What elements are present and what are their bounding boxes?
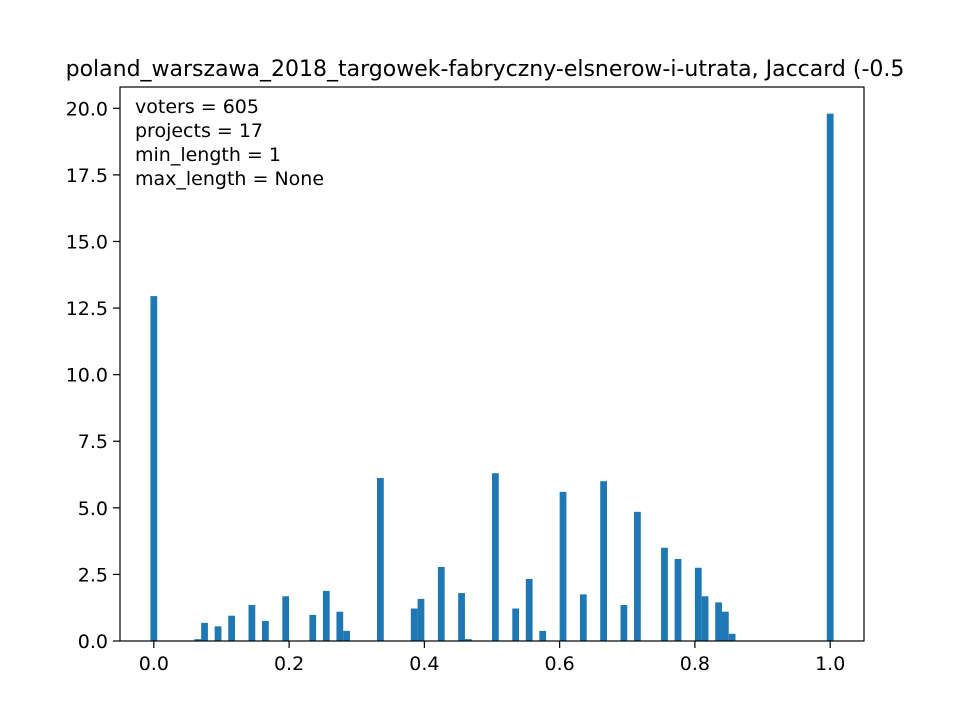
histogram-bar <box>525 578 533 641</box>
histogram-bar <box>492 473 499 641</box>
histogram-bar <box>282 596 290 641</box>
histogram-bar <box>715 602 722 641</box>
histogram-bar <box>228 615 235 641</box>
y-tick-label: 20.0 <box>66 98 108 120</box>
histogram-bar <box>539 630 547 641</box>
histogram-bar <box>458 593 465 641</box>
histogram-bar <box>201 622 208 641</box>
histogram-bar <box>701 596 709 641</box>
x-tick-label: 0.4 <box>409 653 439 675</box>
histogram-bar <box>600 481 607 641</box>
histogram-bar <box>464 639 472 641</box>
histogram-bar <box>417 598 425 641</box>
histogram-bar <box>620 605 628 641</box>
histogram-bar <box>559 491 567 641</box>
x-tick-label: 0.2 <box>274 653 304 675</box>
y-tick-label: 10.0 <box>66 365 108 387</box>
y-tick-label: 15.0 <box>66 231 108 253</box>
stats-annotation: min_length = 1 <box>135 144 281 166</box>
stats-annotation: max_length = None <box>135 168 324 190</box>
chart-title: poland_warszawa_2018_targowek-fabryczny-… <box>66 57 905 82</box>
histogram-bar <box>343 630 350 641</box>
histogram-bar <box>579 594 587 641</box>
histogram-bar <box>661 547 668 641</box>
histogram-bar <box>674 558 682 641</box>
y-tick-label: 2.5 <box>78 564 108 586</box>
y-tick-label: 7.5 <box>78 431 108 453</box>
bars-layer <box>150 113 834 641</box>
x-tick-label: 0.6 <box>545 653 575 675</box>
histogram-bar <box>248 605 256 641</box>
histogram-bar <box>694 567 702 641</box>
stats-annotation: voters = 605 <box>135 96 259 118</box>
histogram-bar <box>322 590 330 641</box>
histogram-bar <box>826 113 834 641</box>
histogram-bar <box>194 639 202 641</box>
histogram-bar <box>150 296 158 641</box>
y-tick-label: 17.5 <box>66 165 108 187</box>
histogram-bar <box>410 608 418 641</box>
y-tick-label: 0.0 <box>78 631 108 653</box>
histogram-bar <box>721 611 729 641</box>
axes-layer: 0.0 0.2 0.4 0.6 0.8 1.0 0.0 2.5 5.0 7.5 10.0 12.5 15… <box>66 86 865 675</box>
histogram-bar <box>377 478 384 641</box>
y-tick-label: 12.5 <box>66 298 108 320</box>
histogram-bar <box>512 608 520 641</box>
histogram-bar <box>336 611 344 641</box>
histogram-bar <box>262 621 269 641</box>
x-tick-label: 0.0 <box>139 653 169 675</box>
plot-frame <box>119 86 865 642</box>
x-tick-label: 0.8 <box>680 653 710 675</box>
y-tick-label: 5.0 <box>78 498 108 520</box>
stats-annotation: projects = 17 <box>135 120 263 142</box>
x-tick-label: 1.0 <box>815 653 845 675</box>
histogram-bar <box>309 614 317 641</box>
histogram-bar <box>437 566 445 641</box>
histogram-bar <box>728 633 736 641</box>
histogram-bar <box>634 511 641 641</box>
histogram-bar <box>214 626 222 641</box>
